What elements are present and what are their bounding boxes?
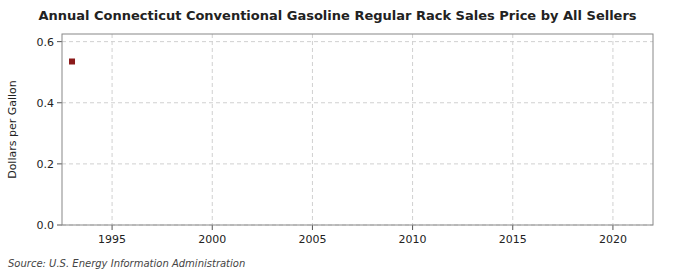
tick-label-y: 0.4 [37,97,55,110]
grid-line-x [312,34,313,225]
plot-frame [62,34,653,225]
grid-line-x [512,34,513,225]
plot-area [62,34,653,225]
grid-line-x [612,34,613,225]
data-point [69,59,75,65]
axes: 0.0 0.2 0.4 0.6 1995 2000 2005 2010 2015 2020 [37,34,654,246]
tick-y [57,225,62,226]
data-points [69,59,75,65]
tick-x [312,225,313,230]
y-axis-label: Dollars per Gallon [6,80,19,179]
grid-line-x [212,34,213,225]
grid-line-y [62,163,653,164]
tick-label-x: 1995 [98,233,126,246]
chart-title: Annual Connecticut Conventional Gasoline… [38,8,636,23]
tick-label-x: 2015 [499,233,527,246]
tick-label-x: 2005 [298,233,326,246]
tick-x [112,225,113,230]
tick-label-y: 0.6 [37,36,55,49]
grid-line-x [412,34,413,225]
tick-y [57,163,62,164]
tick-label-x: 2000 [198,233,226,246]
tick-x [512,225,513,230]
grid-line-y [62,41,653,42]
chart-svg: 0.0 0.2 0.4 0.6 1995 2000 2005 2010 2015 2020 Annu… [0,0,675,275]
grid [62,34,653,225]
chart-container: 0.0 0.2 0.4 0.6 1995 2000 2005 2010 2015 2020 Annu… [0,0,675,275]
grid-line-x [112,34,113,225]
tick-y [57,102,62,103]
tick-label-y: 0.2 [37,158,55,171]
tick-label-y: 0.0 [37,219,55,232]
tick-x [612,225,613,230]
tick-x [412,225,413,230]
tick-label-x: 2020 [599,233,627,246]
tick-x [212,225,213,230]
tick-label-x: 2010 [399,233,427,246]
tick-y [57,41,62,42]
source-note: Source: U.S. Energy Information Administ… [8,258,245,269]
grid-line-y [62,102,653,103]
